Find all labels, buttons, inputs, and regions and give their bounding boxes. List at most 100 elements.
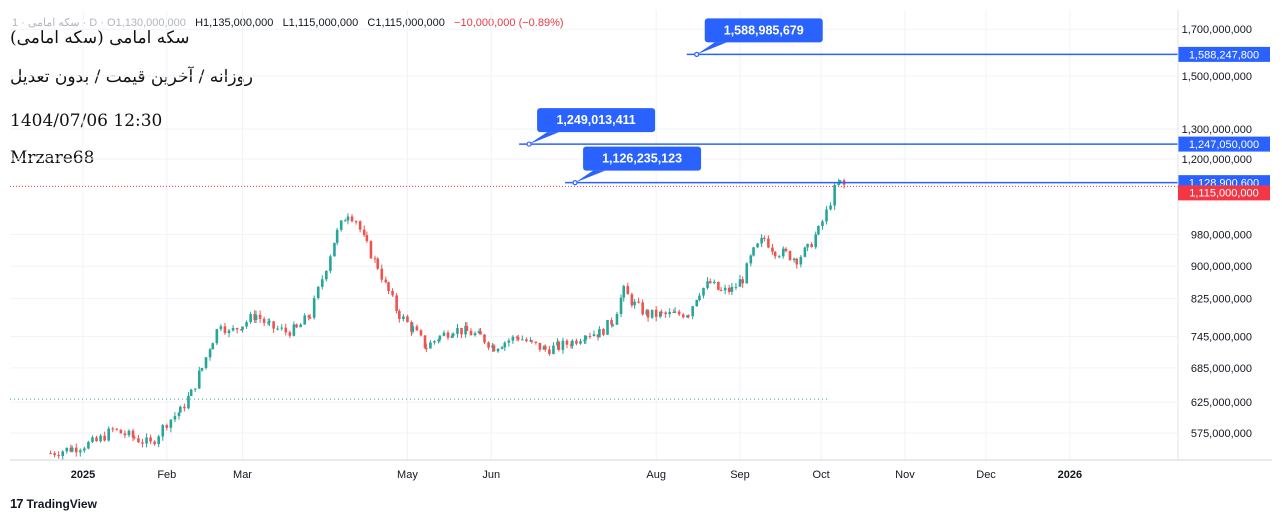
candle <box>219 324 223 331</box>
dotted-levels <box>10 185 1178 400</box>
candle-body <box>630 294 634 306</box>
candle-body <box>398 310 401 319</box>
candle <box>111 426 115 433</box>
candle-body <box>752 247 755 256</box>
candle-body <box>153 441 156 445</box>
candle <box>169 419 173 433</box>
candle-body <box>299 324 302 328</box>
candle <box>734 282 738 291</box>
candle <box>596 334 600 341</box>
candle-body <box>373 258 377 260</box>
candle <box>469 328 473 336</box>
candle-body <box>525 339 528 342</box>
candle-body <box>633 301 636 306</box>
last-price-tag <box>1178 185 1270 201</box>
candle-body <box>588 335 592 337</box>
candle <box>446 330 450 340</box>
candle-body <box>438 335 442 340</box>
x-tick-label: Nov <box>895 469 915 481</box>
y-tick-label: 1,700,000,000 <box>1182 24 1252 36</box>
candle <box>268 318 271 327</box>
candle-body <box>571 340 574 346</box>
candle <box>231 325 235 332</box>
candle <box>83 446 86 453</box>
candle <box>760 234 763 248</box>
candle-body <box>672 311 676 313</box>
candle <box>61 450 65 460</box>
candle-body <box>437 339 440 342</box>
candle <box>525 337 528 343</box>
candle <box>500 345 504 350</box>
candle <box>308 314 312 320</box>
candle <box>433 340 436 345</box>
x-tick-label: Dec <box>976 469 996 481</box>
candle-body <box>584 335 588 340</box>
candle-body <box>615 314 619 325</box>
candle-body <box>78 450 82 453</box>
candle-body <box>376 258 380 269</box>
candle <box>487 341 490 350</box>
candle-body <box>749 255 753 264</box>
candle <box>677 309 681 317</box>
y-tick-label: 625,000,000 <box>1191 397 1252 409</box>
tradingview-branding[interactable]: 17 TradingView <box>10 496 97 511</box>
candle <box>719 286 723 292</box>
candle-body <box>107 428 110 441</box>
candle-body <box>745 263 749 284</box>
candle-body <box>239 329 243 331</box>
y-tick-label: 980,000,000 <box>1191 229 1252 241</box>
candle <box>70 445 74 453</box>
candle-body <box>817 226 820 235</box>
candle-body <box>61 451 65 457</box>
candle <box>473 331 477 337</box>
candle <box>423 335 427 350</box>
candle-body <box>157 436 161 445</box>
candle-body <box>254 314 258 320</box>
last-price-label: 1,115,000,000 <box>1189 187 1259 199</box>
candle-body <box>391 290 394 296</box>
candle <box>343 218 347 222</box>
candle-body <box>479 331 482 335</box>
level-1[interactable]: 1,588,985,679 1,588,247,800 <box>686 18 1270 62</box>
candle-body <box>91 437 94 442</box>
candle <box>91 435 94 444</box>
candle <box>668 308 672 318</box>
candle <box>781 246 785 259</box>
candle-body <box>284 327 288 333</box>
x-tick-label: 2026 <box>1058 469 1082 481</box>
candle <box>442 330 446 337</box>
callout-pointer <box>696 42 727 55</box>
candle-body <box>483 334 486 343</box>
x-tick-label: Sep <box>730 469 750 481</box>
candle-body <box>544 346 547 350</box>
candle <box>538 342 542 352</box>
candle <box>350 214 354 223</box>
candle-body <box>606 320 609 335</box>
candle-body <box>253 314 256 320</box>
candle-body <box>687 315 690 317</box>
candle-body <box>369 241 373 259</box>
candle-body <box>227 330 231 334</box>
candle-body <box>738 279 742 287</box>
candle-body <box>303 315 307 325</box>
candle-body <box>516 337 520 340</box>
candle-body <box>814 234 818 248</box>
candle <box>654 306 658 322</box>
candle-body <box>685 315 689 318</box>
candle <box>767 235 770 249</box>
candle <box>583 335 586 344</box>
level-2[interactable]: 1,249,013,411 1,247,050,000 <box>519 108 1270 152</box>
candle-body <box>730 286 734 292</box>
candle <box>299 323 302 328</box>
candle <box>515 335 519 342</box>
candle <box>552 342 555 355</box>
candle <box>193 388 197 392</box>
candle <box>329 254 332 274</box>
candle-body <box>219 326 223 330</box>
candle <box>685 314 689 318</box>
candle <box>650 309 654 319</box>
candle-body <box>103 435 106 441</box>
